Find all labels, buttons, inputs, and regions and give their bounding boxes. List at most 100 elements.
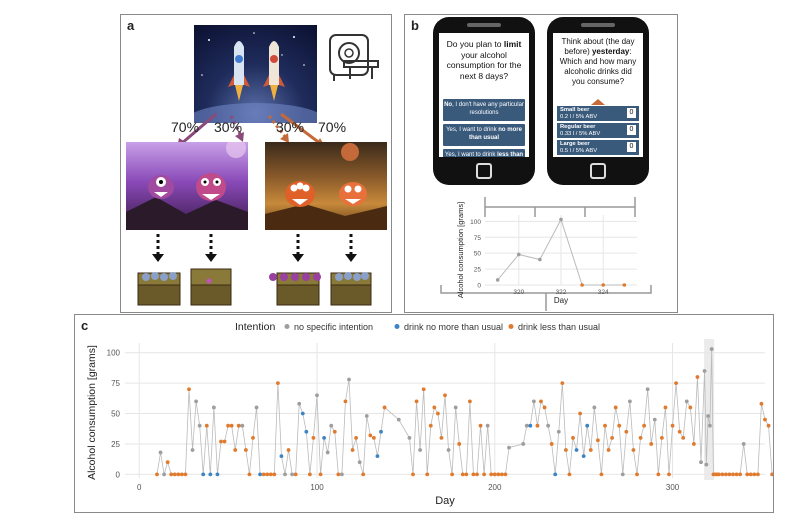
option-less-than-usual[interactable]: Yes, I want to drink less than usual [443, 149, 525, 157]
data-point [325, 450, 330, 455]
data-point [247, 472, 252, 477]
data-point [580, 283, 584, 287]
data-point [446, 448, 451, 452]
data-point [350, 448, 355, 452]
data-point [243, 448, 248, 452]
chest-3 [269, 272, 321, 306]
data-point [681, 435, 686, 440]
data-point [731, 472, 735, 477]
phone-speaker [467, 23, 501, 27]
phone-screen: Do you plan to limit your alcohol consum… [439, 33, 529, 157]
legend-marker [508, 324, 514, 329]
panel-a-label: a [127, 18, 135, 33]
large-beer-row[interactable]: Large beer 0.5 l / 5% ABV 0 [557, 140, 639, 155]
legend-label: drink no more than usual [404, 322, 503, 332]
data-point [368, 433, 373, 438]
data-point [475, 472, 479, 477]
data-point [236, 423, 241, 428]
data-point [425, 472, 430, 477]
data-point [567, 472, 572, 477]
data-point [495, 278, 500, 282]
x-tick-label: 324 [598, 289, 609, 296]
data-point [720, 472, 725, 477]
space-rockets-image [186, 25, 326, 139]
scroll-up-arrow-icon[interactable] [591, 99, 605, 105]
data-point [300, 411, 305, 416]
data-point [251, 435, 255, 440]
data-point [453, 405, 458, 410]
data-point [371, 435, 376, 440]
data-point [516, 252, 521, 257]
legend-label: no specific intention [294, 322, 373, 332]
small-beer-name: Small beer [560, 107, 590, 113]
x-tick-label: 0 [137, 483, 142, 492]
data-point [275, 381, 280, 386]
small-beer-count-field[interactable]: 0 [627, 108, 636, 118]
data-point [307, 472, 312, 477]
panel-c-label: c [81, 318, 89, 333]
data-point [531, 399, 536, 404]
y-axis-label: Alcohol consumption [grams] [456, 202, 465, 298]
data-point [663, 405, 668, 410]
x-axis-label: Day [435, 495, 455, 507]
data-point [763, 417, 767, 422]
data-point [578, 411, 583, 416]
y-tick-label: 100 [107, 349, 121, 358]
data-point [645, 387, 650, 392]
regular-beer-count-field[interactable]: 0 [627, 125, 636, 135]
panel-a: a [120, 14, 392, 313]
data-point [620, 472, 625, 477]
x-tick-label: 100 [310, 483, 324, 492]
data-point [585, 423, 590, 428]
legend-title: Intention [235, 321, 275, 333]
data-point [546, 423, 551, 428]
data-point [748, 472, 753, 477]
data-point [187, 387, 191, 392]
large-beer-count-field[interactable]: 0 [627, 142, 636, 152]
data-point [556, 429, 561, 434]
orange-monster-1 [285, 181, 315, 207]
data-point [603, 423, 607, 428]
data-point [233, 448, 238, 452]
data-point [286, 448, 291, 452]
data-point [411, 472, 415, 477]
x-tick-label: 320 [513, 289, 524, 296]
data-point [521, 442, 526, 446]
data-point [571, 435, 575, 440]
data-point [738, 472, 743, 477]
data-point [635, 472, 639, 477]
data-point [745, 472, 750, 477]
data-point [293, 472, 298, 477]
data-point [595, 438, 600, 443]
data-point [450, 472, 455, 477]
phone-intention: Do you plan to limit your alcohol consum… [433, 17, 535, 185]
data-point [528, 423, 533, 428]
option-no-more-than-usual[interactable]: Yes, I want to drink no more than usual [443, 124, 525, 146]
data-point [652, 417, 657, 422]
data-point [197, 423, 202, 428]
data-point [194, 399, 199, 404]
data-point [201, 472, 206, 477]
data-point [538, 257, 542, 262]
regular-beer-row[interactable]: Regular beer 0.33 l / 5% ABV 0 [557, 123, 639, 138]
data-point [421, 387, 426, 392]
data-point [432, 405, 437, 410]
data-point [318, 472, 323, 477]
data-point [709, 347, 714, 351]
x-tick-label: 322 [556, 289, 567, 296]
data-point [158, 450, 163, 455]
blue-rocket [228, 41, 250, 101]
small-beer-row[interactable]: Small beer 0.2 l / 5% ABV 0 [557, 106, 639, 121]
red-rocket [263, 41, 285, 101]
orange-planet-image [265, 142, 387, 230]
data-point [503, 472, 508, 477]
data-point [354, 435, 359, 440]
option-no-resolution[interactable]: No, I don't have any particular resoluti… [443, 99, 525, 121]
data-point [347, 377, 351, 382]
data-point [656, 472, 661, 477]
data-point [254, 405, 259, 410]
data-point [183, 472, 188, 477]
y-axis-label: Alcohol consumption [grams] [86, 345, 98, 480]
phone-home-button [476, 163, 492, 179]
y-tick-label: 100 [470, 219, 481, 226]
